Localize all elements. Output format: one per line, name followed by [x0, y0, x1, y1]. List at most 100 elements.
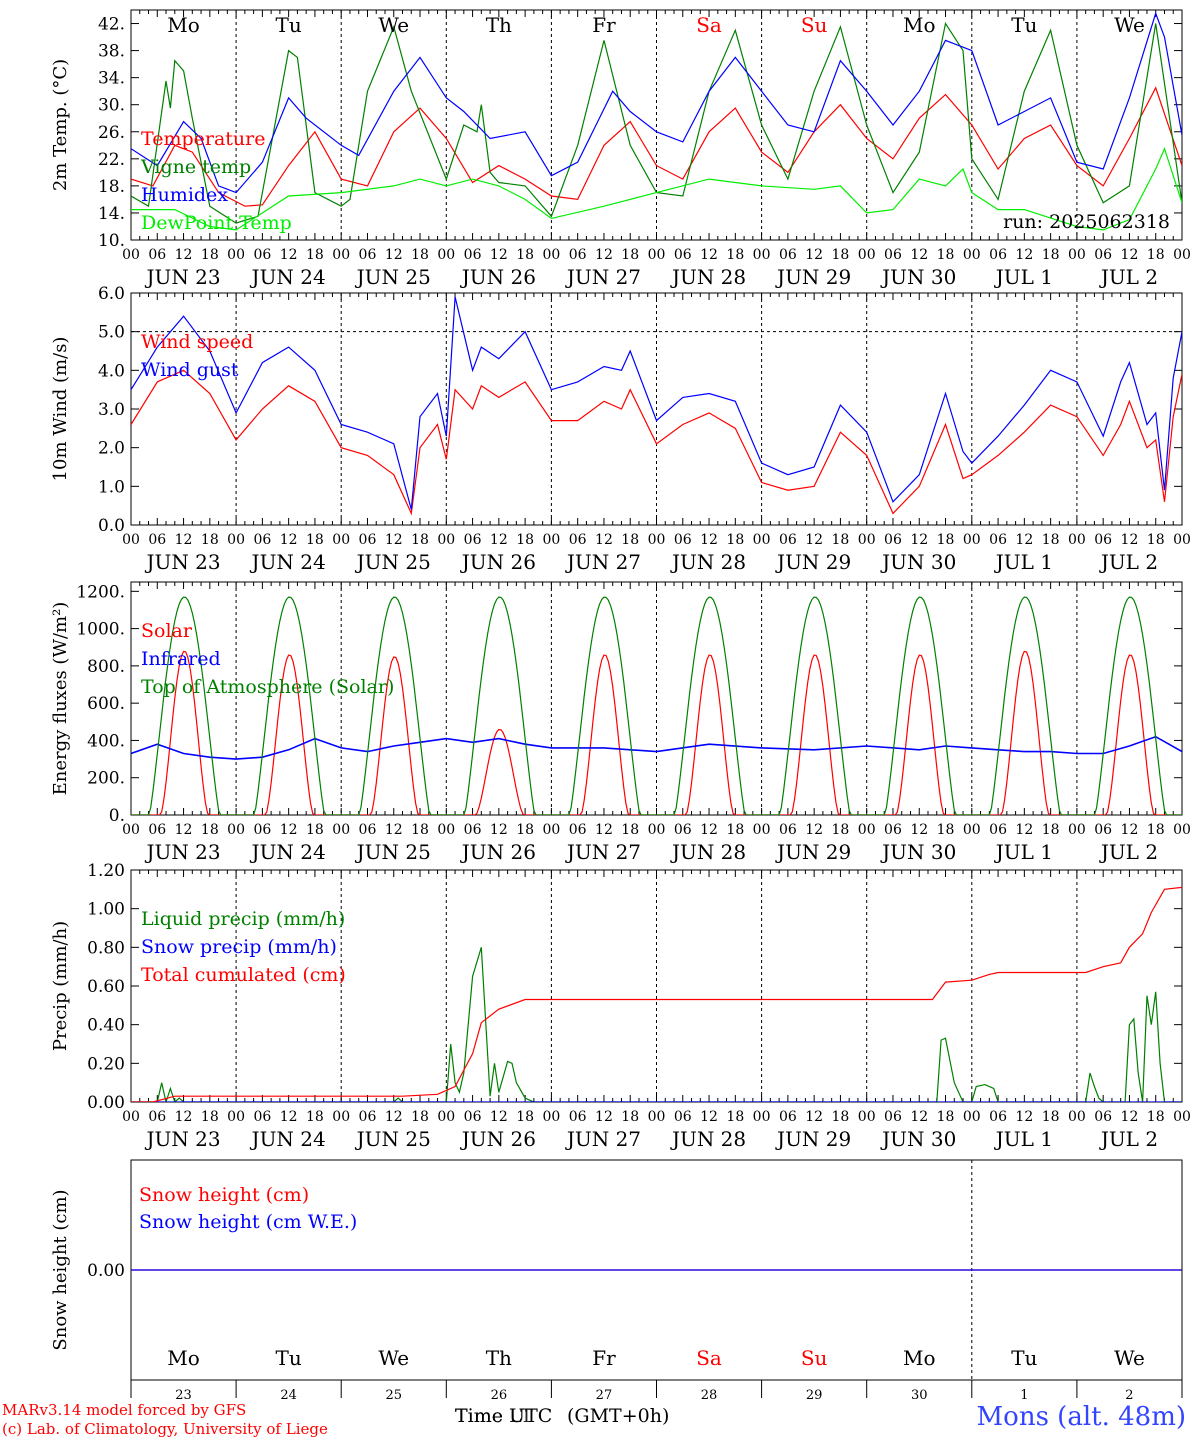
top-weekday-label: We: [378, 13, 409, 37]
energy-legend-entry: Solar: [141, 620, 193, 642]
wind-hour-label: 12: [385, 532, 403, 548]
temperature-run-annotation: run: 2025062318: [1003, 211, 1170, 233]
bottom-day-number: 26: [491, 1388, 508, 1403]
precip-hour-label: 00: [1068, 1109, 1086, 1125]
wind-hour-label: 06: [148, 532, 166, 548]
energy-date-label: JUN 23: [144, 840, 220, 864]
energy-hour-label: 18: [726, 822, 744, 838]
precip-hour-label: 06: [253, 1109, 271, 1125]
temperature-y-tick-label: 22.: [98, 150, 125, 170]
bottom-day-number: 2: [1125, 1388, 1133, 1403]
precip-series-line: [131, 947, 1182, 1102]
wind-hour-label: 18: [516, 532, 534, 548]
time-label-lt: Time LT: [455, 1405, 533, 1427]
top-weekday-label: Sa: [696, 13, 722, 37]
energy-y-axis-label: Energy fluxes (W/m²): [50, 602, 71, 796]
precip-legend-entry: Snow precip (mm/h): [141, 936, 337, 958]
wind-hour-label: 06: [464, 532, 482, 548]
temperature-hour-label: 12: [490, 247, 508, 263]
energy-y-tick-label: 400.: [87, 731, 125, 751]
temperature-hour-label: 12: [280, 247, 298, 263]
location-label: Mons (alt. 48m): [976, 1402, 1186, 1432]
precip-hour-label: 00: [858, 1109, 876, 1125]
precip-hour-label: 12: [175, 1109, 193, 1125]
bottom-weekday-label: Mo: [903, 1346, 936, 1370]
energy-hour-label: 06: [464, 822, 482, 838]
wind-date-label: JUN 24: [250, 550, 326, 574]
energy-hour-label: 06: [1094, 822, 1112, 838]
wind-y-tick-label: 2.0: [98, 439, 125, 459]
energy-hour-label: 00: [858, 822, 876, 838]
energy-series-line: [131, 596, 1182, 815]
precip-hour-label: 00: [332, 1109, 350, 1125]
bottom-day-number: 24: [280, 1388, 297, 1403]
energy-date-label: JUL 1: [994, 840, 1053, 864]
wind-hour-label: 18: [1042, 532, 1060, 548]
temperature-hour-label: 06: [359, 247, 377, 263]
energy-hour-label: 00: [1068, 822, 1086, 838]
energy-hour-label: 00: [122, 822, 140, 838]
bottom-weekday-label: Su: [801, 1346, 828, 1370]
wind-y-tick-label: 0.0: [98, 516, 125, 536]
temperature-date-label: JUN 28: [670, 265, 746, 289]
precip-y-tick-label: 1.00: [87, 900, 125, 920]
temperature-hour-label: 12: [1121, 247, 1139, 263]
precip-y-tick-label: 0.60: [87, 977, 125, 997]
bottom-day-number: 30: [911, 1388, 928, 1403]
temperature-hour-label: 00: [648, 247, 666, 263]
precip-y-tick-label: 1.20: [87, 861, 125, 881]
precip-hour-label: 18: [726, 1109, 744, 1125]
precip-hour-label: 12: [910, 1109, 928, 1125]
precip-y-tick-label: 0.20: [87, 1054, 125, 1074]
bottom-weekday-label: We: [1114, 1346, 1145, 1370]
temperature-hour-label: 00: [437, 247, 455, 263]
temperature-y-axis-label: 2m Temp. (°C): [50, 59, 71, 191]
temperature-y-tick-label: 14.: [98, 204, 125, 224]
precip-date-label: JUN 26: [460, 1127, 536, 1151]
bottom-day-number: 25: [385, 1388, 402, 1403]
temperature-hour-label: 18: [201, 247, 219, 263]
bottom-day-number: 29: [806, 1388, 823, 1403]
energy-hour-label: 00: [963, 822, 981, 838]
wind-hour-label: 06: [989, 532, 1007, 548]
precip-y-axis-label: Precip (mm/h): [50, 921, 71, 1051]
energy-hour-label: 12: [490, 822, 508, 838]
wind-series-line: [131, 296, 1182, 510]
precip-hour-label: 12: [1015, 1109, 1033, 1125]
energy-y-tick-label: 200.: [87, 769, 125, 789]
bottom-weekday-label: Sa: [696, 1346, 722, 1370]
energy-hour-label: 06: [884, 822, 902, 838]
energy-hour-label: 18: [306, 822, 324, 838]
wind-hour-label: 18: [937, 532, 955, 548]
wind-date-label: JUN 28: [670, 550, 746, 574]
energy-hour-label: 00: [437, 822, 455, 838]
energy-y-tick-label: 1000.: [76, 620, 125, 640]
energy-hour-label: 12: [1121, 822, 1139, 838]
temperature-hour-label: 06: [148, 247, 166, 263]
precip-hour-label: 18: [201, 1109, 219, 1125]
precip-hour-label: 06: [1094, 1109, 1112, 1125]
energy-hour-label: 06: [569, 822, 587, 838]
energy-hour-label: 18: [621, 822, 639, 838]
precip-hour-label: 12: [385, 1109, 403, 1125]
top-weekday-label: Mo: [167, 13, 200, 37]
energy-y-tick-label: 0.: [109, 806, 125, 826]
temperature-hour-label: 18: [832, 247, 850, 263]
temperature-hour-label: 00: [1173, 247, 1191, 263]
temperature-hour-label: 00: [753, 247, 771, 263]
precip-hour-label: 18: [832, 1109, 850, 1125]
wind-hour-label: 18: [621, 532, 639, 548]
bottom-day-number: 28: [701, 1388, 718, 1403]
energy-hour-label: 18: [937, 822, 955, 838]
top-weekday-label: Tu: [276, 13, 302, 37]
time-label-gmt: (GMT+0h): [567, 1405, 670, 1427]
wind-date-label: JUN 26: [460, 550, 536, 574]
temperature-y-tick-label: 34.: [98, 69, 125, 89]
temperature-hour-label: 06: [674, 247, 692, 263]
energy-y-tick-label: 600.: [87, 694, 125, 714]
energy-hour-label: 00: [648, 822, 666, 838]
bottom-weekday-label: Tu: [276, 1346, 302, 1370]
temperature-hour-label: 12: [175, 247, 193, 263]
precip-date-label: JUN 29: [775, 1127, 851, 1151]
